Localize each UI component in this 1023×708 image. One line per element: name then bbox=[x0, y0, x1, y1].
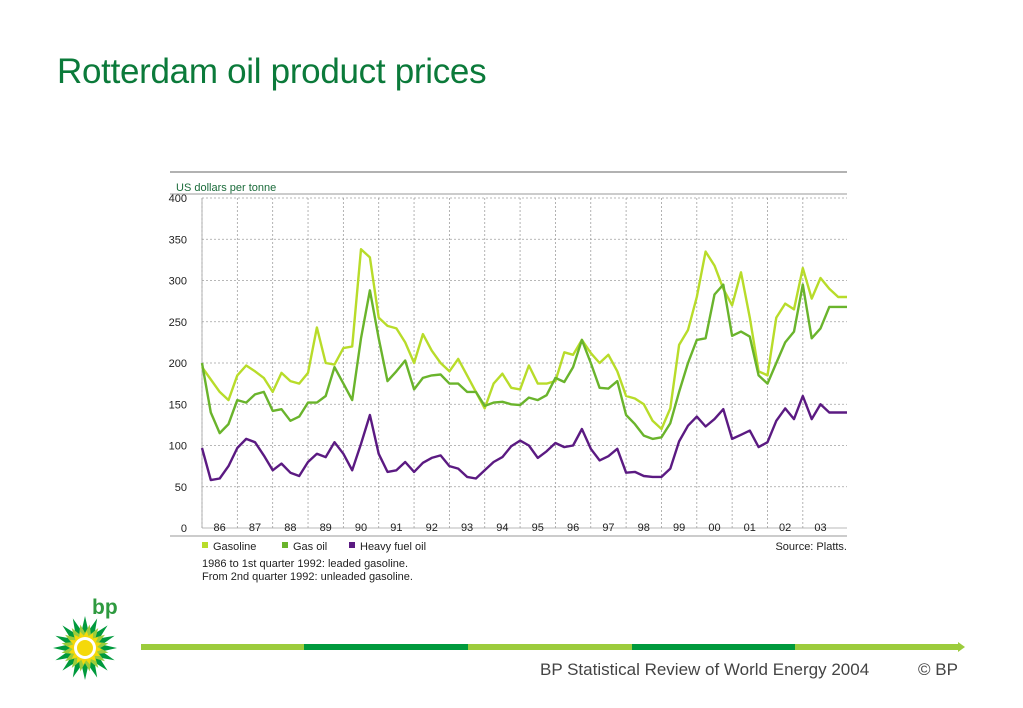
x-tick-01: 01 bbox=[744, 522, 756, 534]
publication-label: BP Statistical Review of World Energy 20… bbox=[540, 660, 870, 679]
x-tick-labels: 86 87 88 89 90 91 92 93 94 95 96 97 98 99 00 01 02 03 bbox=[214, 522, 827, 534]
y-tick-300: 300 bbox=[169, 276, 187, 288]
legend-label-gas-oil: Gas oil bbox=[293, 541, 327, 553]
footer-bar-segment-2 bbox=[304, 644, 468, 650]
x-tick-88: 88 bbox=[284, 522, 296, 534]
source-note: Source: Platts. bbox=[775, 541, 847, 553]
grid-lines bbox=[201, 197, 847, 529]
legend-swatch-gasoline bbox=[202, 542, 208, 548]
legend-label-heavy-fuel-oil: Heavy fuel oil bbox=[360, 541, 426, 553]
legend-swatch-heavy-fuel-oil bbox=[349, 542, 355, 548]
x-tick-89: 89 bbox=[320, 522, 332, 534]
series-line-gasoline bbox=[201, 247, 847, 431]
y-tick-100: 100 bbox=[169, 441, 187, 453]
copyright-label: © BP bbox=[918, 660, 958, 679]
y-tick-400: 400 bbox=[169, 193, 187, 205]
y-tick-250: 250 bbox=[169, 317, 187, 329]
x-tick-87: 87 bbox=[249, 522, 261, 534]
y-tick-50: 50 bbox=[175, 482, 187, 494]
footer-bar-segment-1 bbox=[141, 644, 304, 650]
y-tick-150: 150 bbox=[169, 399, 187, 411]
x-tick-94: 94 bbox=[496, 522, 508, 534]
x-tick-02: 02 bbox=[779, 522, 791, 534]
legend-label-gasoline: Gasoline bbox=[213, 541, 256, 553]
y-tick-350: 350 bbox=[169, 234, 187, 246]
slide-title: Rotterdam oil product prices bbox=[57, 52, 487, 91]
x-tick-96: 96 bbox=[567, 522, 579, 534]
y-tick-0: 0 bbox=[181, 523, 187, 535]
bp-logo-text: bp bbox=[92, 596, 118, 619]
series-line-gas-oil bbox=[200, 283, 847, 441]
footer-bar-segment-3 bbox=[468, 644, 632, 650]
x-tick-00: 00 bbox=[708, 522, 720, 534]
y-tick-labels: 0 50 100 150 200 250 300 350 400 bbox=[169, 193, 187, 535]
gasoline-note-2: From 2nd quarter 1992: unleaded gasoline… bbox=[202, 571, 413, 583]
series-line-heavy-fuel-oil bbox=[200, 394, 847, 482]
x-tick-99: 99 bbox=[673, 522, 685, 534]
bp-helios-logo bbox=[53, 616, 117, 680]
x-tick-91: 91 bbox=[390, 522, 402, 534]
legend: Gasoline Gas oil Heavy fuel oil bbox=[202, 541, 426, 553]
footer-bar-arrow-icon bbox=[958, 642, 965, 652]
series-lines bbox=[200, 247, 847, 482]
x-tick-92: 92 bbox=[426, 522, 438, 534]
x-tick-98: 98 bbox=[638, 522, 650, 534]
x-tick-93: 93 bbox=[461, 522, 473, 534]
x-tick-86: 86 bbox=[214, 522, 226, 534]
x-tick-90: 90 bbox=[355, 522, 367, 534]
x-tick-03: 03 bbox=[814, 522, 826, 534]
y-tick-200: 200 bbox=[169, 358, 187, 370]
gasoline-note-1: 1986 to 1st quarter 1992: leaded gasolin… bbox=[202, 558, 408, 570]
footer-bar-segment-4 bbox=[632, 644, 795, 650]
x-tick-95: 95 bbox=[532, 522, 544, 534]
legend-swatch-gas-oil bbox=[282, 542, 288, 548]
y-axis-label: US dollars per tonne bbox=[176, 182, 276, 194]
footer-bar-segment-5 bbox=[795, 644, 961, 650]
x-tick-97: 97 bbox=[602, 522, 614, 534]
